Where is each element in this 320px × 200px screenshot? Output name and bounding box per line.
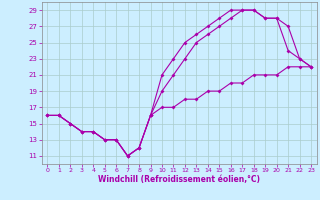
X-axis label: Windchill (Refroidissement éolien,°C): Windchill (Refroidissement éolien,°C): [98, 175, 260, 184]
